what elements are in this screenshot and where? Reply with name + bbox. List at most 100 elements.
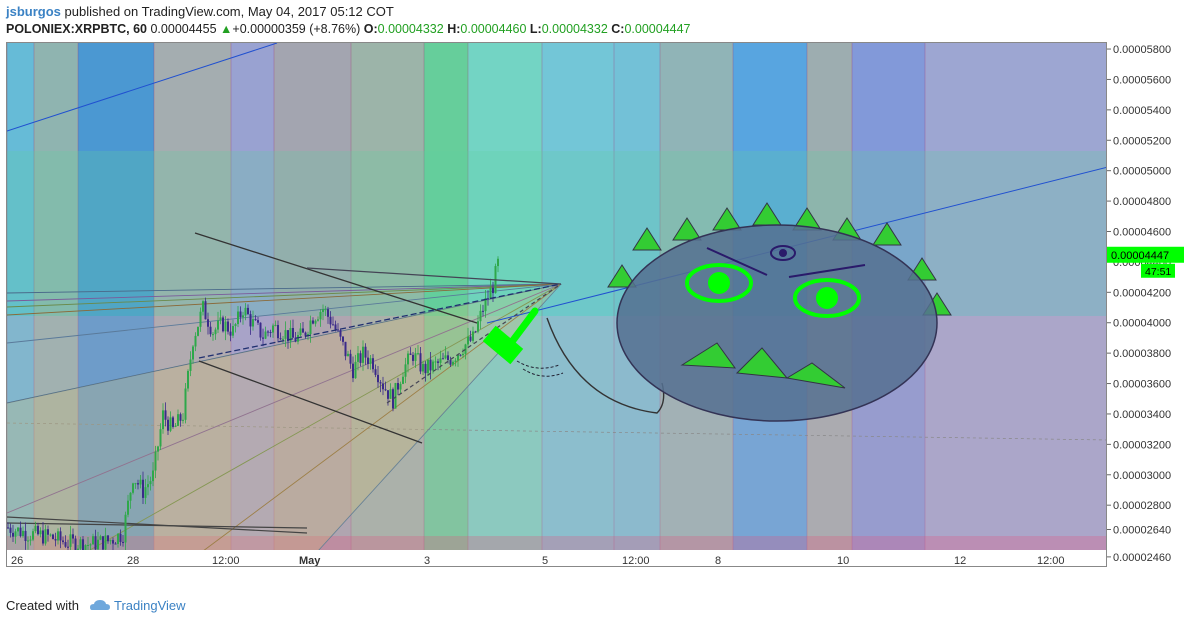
candle-body	[14, 531, 17, 537]
x-tick-label: May	[299, 555, 321, 567]
candle-body	[327, 309, 329, 317]
candle-body	[42, 530, 44, 544]
symbol-label: POLONIEX:XRPBTC, 60	[6, 22, 147, 36]
candle-body	[162, 410, 164, 430]
y-tick-label: 0.00005800	[1113, 44, 1171, 56]
y-tick-label: 0.00005600	[1113, 74, 1171, 86]
candle-body	[49, 534, 52, 536]
y-axis[interactable]: 0.00005800 0.00005600 0.00005400 0.00005200…	[1107, 36, 1184, 596]
high-label: H:	[447, 22, 461, 36]
candle-body	[319, 312, 322, 320]
y-tick-label: 0.00005400	[1113, 105, 1171, 117]
y-tick-label: 0.00003200	[1113, 439, 1171, 451]
candle-body	[154, 451, 157, 471]
y-tick-label: 0.00004600	[1113, 226, 1171, 238]
candle-body	[329, 316, 332, 325]
x-tick-label: 8	[715, 555, 721, 567]
candle-body	[457, 354, 459, 361]
tradingview-link[interactable]: TradingView	[114, 598, 186, 613]
monster-tail	[546, 317, 665, 414]
candle-body	[279, 338, 282, 340]
y-tick-label: 0.00004000	[1113, 318, 1171, 330]
candle-body	[74, 538, 77, 552]
candle-body	[454, 360, 457, 362]
triangle-midline	[198, 283, 562, 359]
candle-body	[369, 358, 372, 364]
candle-body	[422, 363, 424, 372]
y-tick-label: 0.00003000	[1113, 470, 1171, 482]
candle-body	[269, 332, 272, 334]
fib-time-zone	[925, 43, 1106, 566]
candle-body	[482, 310, 484, 312]
monster-pupil-right	[816, 287, 838, 309]
monster-pupil-left	[708, 272, 730, 294]
chart-area[interactable]: 1.3821.61822.3822.61830.3820.61811.3821.…	[6, 42, 1107, 567]
candle-body	[302, 328, 304, 333]
monster-brow-left	[706, 247, 768, 276]
candle-body	[437, 361, 439, 363]
candle-body	[147, 484, 149, 488]
monster-body	[616, 224, 938, 422]
x-axis-bg	[7, 550, 1106, 566]
candle-body	[237, 311, 239, 325]
candle-body	[474, 331, 477, 333]
open-value: 0.00004332	[377, 22, 444, 36]
fan-line	[7, 283, 562, 344]
x-tick-label: 3	[424, 555, 430, 567]
candle-body	[257, 320, 259, 323]
candle-body	[174, 425, 177, 427]
candle-body	[82, 539, 84, 553]
candle-body	[274, 324, 277, 326]
candle-body	[304, 332, 307, 336]
author-link[interactable]: jsburgos	[6, 4, 61, 19]
monster-spike	[607, 264, 637, 288]
candle-body	[112, 540, 114, 544]
candle-body	[197, 326, 199, 336]
candle-body	[309, 320, 312, 335]
chart-svg[interactable]: 1.3821.61822.3822.61830.3820.61811.3821.…	[7, 43, 1107, 567]
candle-body	[477, 321, 479, 332]
candle-body	[399, 383, 402, 390]
y-tick-label: 0.00004800	[1113, 196, 1171, 208]
price-tag-value: 0.00004447	[1111, 250, 1169, 262]
candle-body	[99, 536, 102, 540]
published-text: published on TradingView.com, May 04, 20…	[64, 4, 394, 19]
candle-body	[364, 346, 367, 358]
ohlc-line: POLONIEX:XRPBTC, 60 0.00004455 ▲+0.00000…	[6, 22, 691, 36]
created-with-text: Created with	[6, 598, 79, 613]
candle-body	[172, 417, 174, 427]
candle-body	[114, 543, 117, 545]
candle-body	[44, 529, 47, 544]
low-value: 0.00004332	[541, 22, 608, 36]
candle-body	[192, 346, 194, 360]
candle-body	[149, 481, 152, 485]
open-label: O:	[363, 22, 378, 36]
candle-body	[487, 298, 489, 300]
swing-arc-2	[522, 368, 564, 377]
candle-body	[177, 414, 179, 426]
candle-body	[469, 336, 472, 341]
candle-body	[289, 328, 292, 342]
candle-body	[194, 335, 197, 347]
candle-body	[229, 331, 232, 336]
candle-body	[354, 361, 357, 379]
candle-body	[184, 388, 187, 420]
candle-body	[339, 330, 342, 337]
candle-body	[157, 446, 159, 452]
candle-body	[117, 533, 119, 544]
candle-body	[312, 320, 314, 324]
candle-body	[362, 346, 364, 363]
fan-line	[7, 283, 562, 294]
chart-header: jsburgos published on TradingView.com, M…	[0, 0, 1184, 40]
candle-body	[199, 311, 202, 327]
low-label: L:	[529, 22, 542, 36]
candle-body	[267, 331, 269, 333]
candle-body	[247, 307, 249, 315]
candle-body	[307, 334, 309, 336]
candle-body	[497, 258, 499, 267]
candle-body	[337, 329, 339, 331]
candle-body	[32, 531, 34, 540]
candle-body	[299, 328, 302, 336]
candle-body	[394, 383, 397, 409]
hammer-head	[482, 325, 524, 365]
